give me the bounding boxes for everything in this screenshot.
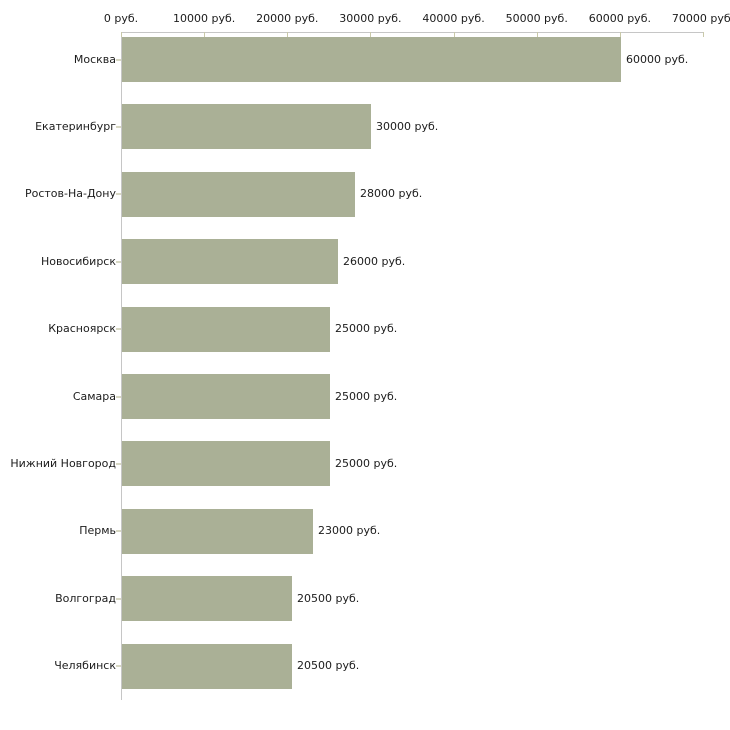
category-label: Пермь [79, 524, 116, 537]
x-axis-tick-label: 20000 руб. [256, 12, 319, 25]
bar [122, 307, 330, 352]
value-label: 30000 руб. [376, 120, 439, 133]
x-axis-tick [204, 32, 206, 37]
category-tick [116, 193, 121, 195]
x-axis-tick-label: 70000 руб. [671, 12, 730, 25]
bar [122, 509, 313, 554]
x-axis-tick-label: 60000 руб. [588, 12, 651, 25]
category-label: Челябинск [54, 659, 116, 672]
x-axis-tick [619, 32, 621, 37]
category-label: Ростов-На-Дону [24, 187, 116, 200]
x-axis-tick-label: 0 руб. [103, 12, 139, 25]
x-axis-tick [703, 32, 704, 37]
category-label: Екатеринбург [35, 120, 116, 133]
category-tick [116, 59, 121, 61]
category-tick [116, 598, 121, 600]
bar [122, 104, 371, 149]
category-label: Новосибирск [40, 255, 116, 268]
bar [122, 644, 292, 689]
value-label: 28000 руб. [360, 187, 423, 200]
y-axis-line [121, 32, 122, 700]
category-tick [116, 530, 121, 532]
value-label: 60000 руб. [626, 53, 689, 66]
value-label: 26000 руб. [343, 255, 406, 268]
category-tick [116, 126, 121, 128]
bar [122, 441, 330, 486]
category-tick [116, 396, 121, 398]
bar [122, 374, 330, 419]
x-axis-tick-label: 40000 руб. [422, 12, 485, 25]
x-axis-tick [287, 32, 289, 37]
category-tick [116, 463, 121, 465]
category-label: Самара [72, 390, 116, 403]
category-label: Красноярск [48, 322, 116, 335]
value-label: 23000 руб. [318, 524, 381, 537]
bar [122, 172, 355, 217]
value-label: 20500 руб. [297, 659, 360, 672]
category-label: Нижний Новгород [10, 457, 116, 470]
category-label: Москва [73, 53, 116, 66]
bar [122, 576, 292, 621]
value-label: 20500 руб. [297, 592, 360, 605]
x-axis-tick [536, 32, 538, 37]
value-label: 25000 руб. [335, 322, 398, 335]
x-axis-tick [121, 32, 122, 37]
x-axis-tick-label: 50000 руб. [505, 12, 568, 25]
category-tick [116, 665, 121, 667]
x-axis-line [121, 32, 704, 33]
x-axis-tick-label: 10000 руб. [173, 12, 236, 25]
value-label: 25000 руб. [335, 457, 398, 470]
x-axis-tick [370, 32, 372, 37]
category-label: Волгоград [55, 592, 116, 605]
x-axis-tick [453, 32, 455, 37]
category-tick [116, 261, 121, 263]
category-tick [116, 328, 121, 330]
bar [122, 37, 621, 82]
bar [122, 239, 338, 284]
x-axis-tick-label: 30000 руб. [339, 12, 402, 25]
value-label: 25000 руб. [335, 390, 398, 403]
